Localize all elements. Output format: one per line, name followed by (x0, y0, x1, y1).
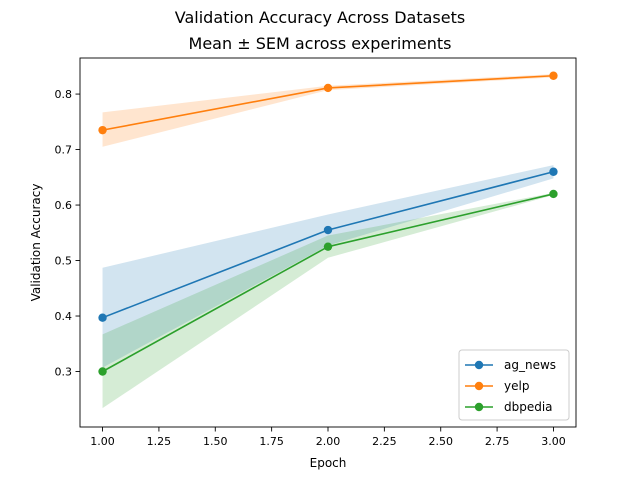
legend-marker-dbpedia (474, 402, 484, 412)
point-yelp (98, 125, 107, 135)
x-tick-label: 2.75 (485, 435, 510, 448)
series-markers (98, 71, 558, 376)
point-ag_news (98, 313, 107, 322)
x-tick-label: 1.50 (203, 435, 228, 448)
x-axis-ticks: 1.00 1.25 1.50 1.75 2.00 2.25 2.50 2.75 3.00 (90, 427, 566, 448)
y-tick-label: 0.5 (55, 255, 73, 268)
legend-marker-yelp (474, 381, 484, 391)
point-yelp (323, 83, 333, 93)
y-axis-label: Validation Accuracy (29, 184, 43, 302)
legend-marker-ag_news (474, 360, 484, 370)
x-tick-label: 2.50 (428, 435, 453, 448)
point-ag_news (323, 225, 333, 235)
point-yelp (549, 71, 558, 80)
band-ag_news (102, 165, 554, 368)
point-ag_news (549, 167, 558, 176)
x-tick-label: 1.25 (147, 435, 172, 448)
legend-label-yelp: yelp (504, 379, 529, 393)
y-tick-label: 0.3 (55, 366, 73, 379)
x-tick-label: 2.25 (372, 435, 397, 448)
y-tick-label: 0.6 (55, 199, 73, 212)
x-axis-label: Epoch (310, 456, 347, 470)
y-axis-ticks: 0.3 0.4 0.5 0.6 0.7 0.8 (55, 88, 80, 379)
y-tick-label: 0.8 (55, 88, 73, 101)
y-tick-label: 0.7 (55, 144, 73, 157)
chart-title: Validation Accuracy Across Datasets (175, 8, 465, 27)
point-dbpedia (549, 189, 558, 199)
legend-label-dbpedia: dbpedia (504, 400, 553, 414)
band-dbpedia (102, 192, 554, 409)
legend-label-ag_news: ag_news (504, 358, 556, 372)
x-tick-label: 1.00 (90, 435, 115, 448)
y-tick-label: 0.4 (55, 310, 73, 323)
legend-box (458, 349, 570, 421)
x-tick-label: 3.00 (541, 435, 566, 448)
x-tick-label: 1.75 (259, 435, 284, 448)
point-dbpedia (98, 367, 107, 376)
x-tick-label: 2.00 (316, 435, 341, 448)
point-dbpedia (323, 242, 333, 251)
chart-subtitle: Mean ± SEM across experiments (189, 34, 452, 53)
